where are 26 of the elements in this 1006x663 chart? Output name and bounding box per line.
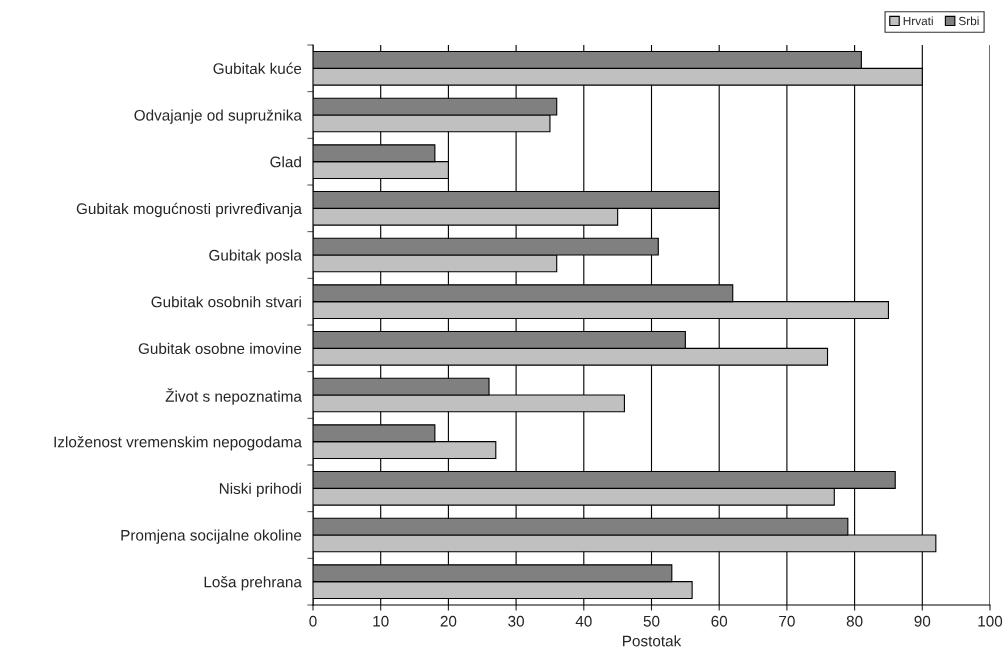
legend-label: Hrvati	[903, 16, 933, 26]
y-tick-label: Izloženost vremenskim nepogodama	[54, 436, 302, 451]
x-tick-label: 60	[711, 615, 728, 627]
x-tick-label: 100	[978, 615, 1003, 627]
y-tick-label: Niski prihodi	[219, 482, 301, 498]
y-tick-label: Gubitak mogućnosti privređivanja	[76, 202, 302, 218]
x-tick-label: 40	[575, 615, 592, 627]
x-tick-label: 70	[779, 615, 795, 627]
y-tick-label: Život s nepoznatima	[165, 388, 302, 405]
x-tick-label: 90	[914, 615, 931, 627]
x-axis-title: Postotak	[623, 635, 682, 647]
y-tick-label: Gubitak osobne imovine	[138, 342, 302, 355]
x-tick-label: 50	[643, 615, 660, 627]
y-tick-label: Loša prehrana	[204, 576, 302, 591]
x-tick-label: 10	[373, 615, 389, 627]
x-tick-label: 30	[508, 615, 524, 627]
y-tick-label: Promjena socijalne okoline	[121, 529, 302, 544]
legend-label: Srbi	[958, 16, 979, 26]
y-tick-label: Gubitak kuće	[213, 62, 302, 75]
y-tick-label: Gubitak posla	[209, 249, 302, 264]
y-tick-label: Glad	[270, 156, 301, 168]
x-tick-label: 20	[440, 615, 457, 627]
y-tick-label: Odvajanje od supružnika	[134, 109, 302, 124]
x-tick-label: 80	[846, 615, 863, 627]
y-tick-label: Gubitak osobnih stvari	[151, 296, 301, 308]
x-tick-label: 0	[309, 615, 317, 627]
